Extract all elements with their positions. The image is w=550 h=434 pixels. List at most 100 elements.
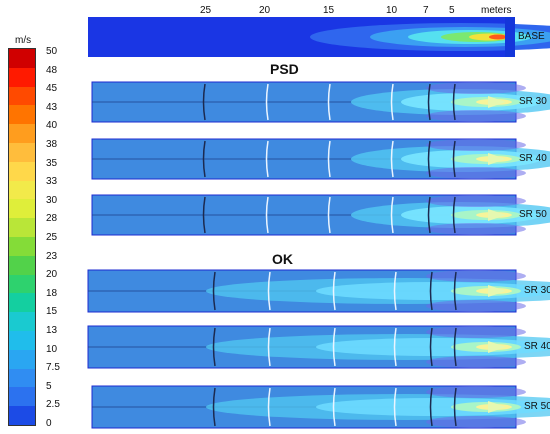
colorbar-unit-label: m/s (15, 35, 32, 46)
vertical-structure (327, 196, 331, 234)
colorbar-segment (9, 199, 35, 219)
colorbar-segment (9, 124, 35, 143)
wake-patch (426, 386, 526, 398)
vertical-structure (452, 140, 456, 178)
distance-tick-label: 10 (386, 5, 398, 16)
wake-patch (426, 223, 526, 235)
vertical-structure (267, 387, 271, 427)
colorbar (8, 48, 36, 426)
colorbar-segment (9, 255, 35, 275)
colorbar-segment (9, 349, 35, 369)
jet-tip (488, 153, 506, 165)
colorbar-segment (9, 312, 35, 331)
vertical-structure (393, 387, 397, 427)
jet-tip (488, 96, 506, 108)
distance-tick-label: 25 (200, 5, 212, 16)
vertical-structure (202, 140, 206, 178)
distance-unit-label: meters (481, 5, 512, 16)
vertical-structure (427, 196, 431, 234)
row-label: SR 50 (519, 209, 547, 220)
row-label: BASE (518, 31, 545, 42)
colorbar-tick-label: 30 (46, 194, 58, 206)
vertical-structure (327, 83, 331, 121)
colorbar-segment (9, 161, 35, 181)
colorbar-segment (9, 368, 35, 388)
vertical-structure (327, 140, 331, 178)
row-label: SR 30 (524, 285, 550, 296)
vertical-structure (453, 327, 457, 367)
vertical-structure (212, 387, 216, 427)
wake-patch (426, 110, 526, 122)
colorbar-segment (9, 105, 35, 125)
colorbar-tick-label: 25 (46, 232, 58, 243)
colorbar-segment (9, 330, 35, 350)
jet-tip (488, 285, 506, 297)
colorbar-segment (9, 387, 35, 407)
colorbar-tick-label: 10 (46, 343, 58, 355)
colorbar-segment (9, 67, 35, 87)
wake-patch (426, 356, 526, 368)
row-label: SR 50 (524, 401, 550, 412)
colorbar-tick-label: 28 (46, 213, 58, 225)
row-label: SR 30 (519, 96, 547, 107)
vertical-structure (265, 83, 269, 121)
colorbar-segment (9, 142, 35, 162)
colorbar-segment (9, 180, 35, 200)
colorbar-segment (9, 406, 35, 425)
colorbar-tick-label: 18 (46, 287, 58, 299)
wake-patch (426, 326, 526, 338)
colorbar-tick-label: 23 (46, 250, 58, 262)
vertical-structure (393, 271, 397, 311)
colorbar-tick-label: 45 (46, 83, 58, 95)
colorbar-tick-label: 0 (46, 418, 52, 429)
jet-tip (488, 209, 506, 221)
wake-patch (426, 139, 526, 151)
vertical-structure (429, 271, 433, 311)
colorbar-tick-label: 50 (46, 46, 58, 57)
wake-patch (426, 270, 526, 282)
colorbar-segment (9, 293, 35, 313)
vertical-structure (212, 327, 216, 367)
wake-patch (426, 416, 526, 428)
vertical-structure (202, 196, 206, 234)
outlet-strip (505, 17, 515, 57)
vertical-structure (393, 327, 397, 367)
colorbar-segment (9, 218, 35, 237)
colorbar-tick-label: 5 (46, 380, 52, 392)
distance-tick-label: 5 (449, 5, 455, 16)
wake-patch (426, 300, 526, 312)
vertical-structure (452, 196, 456, 234)
row-label: SR 40 (524, 341, 550, 352)
colorbar-tick-label: 48 (46, 64, 58, 76)
colorbar-segment (9, 49, 35, 68)
vertical-structure (390, 140, 394, 178)
colorbar-tick-label: 15 (46, 306, 58, 318)
colorbar-tick-label: 33 (46, 176, 58, 188)
colorbar-tick-label: 40 (46, 120, 58, 132)
row-label: SR 40 (519, 153, 547, 164)
vertical-structure (390, 83, 394, 121)
colorbar-tick-label: 13 (46, 325, 58, 336)
vertical-structure (332, 387, 336, 427)
colorbar-tick-label: 7.5 (46, 362, 60, 374)
distance-tick-label: 15 (323, 5, 335, 16)
colorbar-segment (9, 274, 35, 294)
colorbar-tick-label: 2.5 (46, 399, 60, 411)
distance-tick-label: 7 (423, 5, 429, 16)
jet-tip (488, 401, 506, 413)
vertical-structure (212, 271, 216, 311)
distance-tick-label: 20 (259, 5, 271, 16)
vertical-structure (332, 271, 336, 311)
vertical-structure (332, 327, 336, 367)
group-title-psd: PSD (270, 61, 299, 77)
colorbar-tick-label: 43 (46, 101, 58, 113)
wake-patch (426, 167, 526, 179)
vertical-structure (427, 83, 431, 121)
colorbar-segment (9, 86, 35, 106)
colorbar-segment (9, 236, 35, 256)
colorbar-tick-label: 35 (46, 157, 58, 169)
vertical-structure (429, 327, 433, 367)
wake-patch (426, 82, 526, 94)
